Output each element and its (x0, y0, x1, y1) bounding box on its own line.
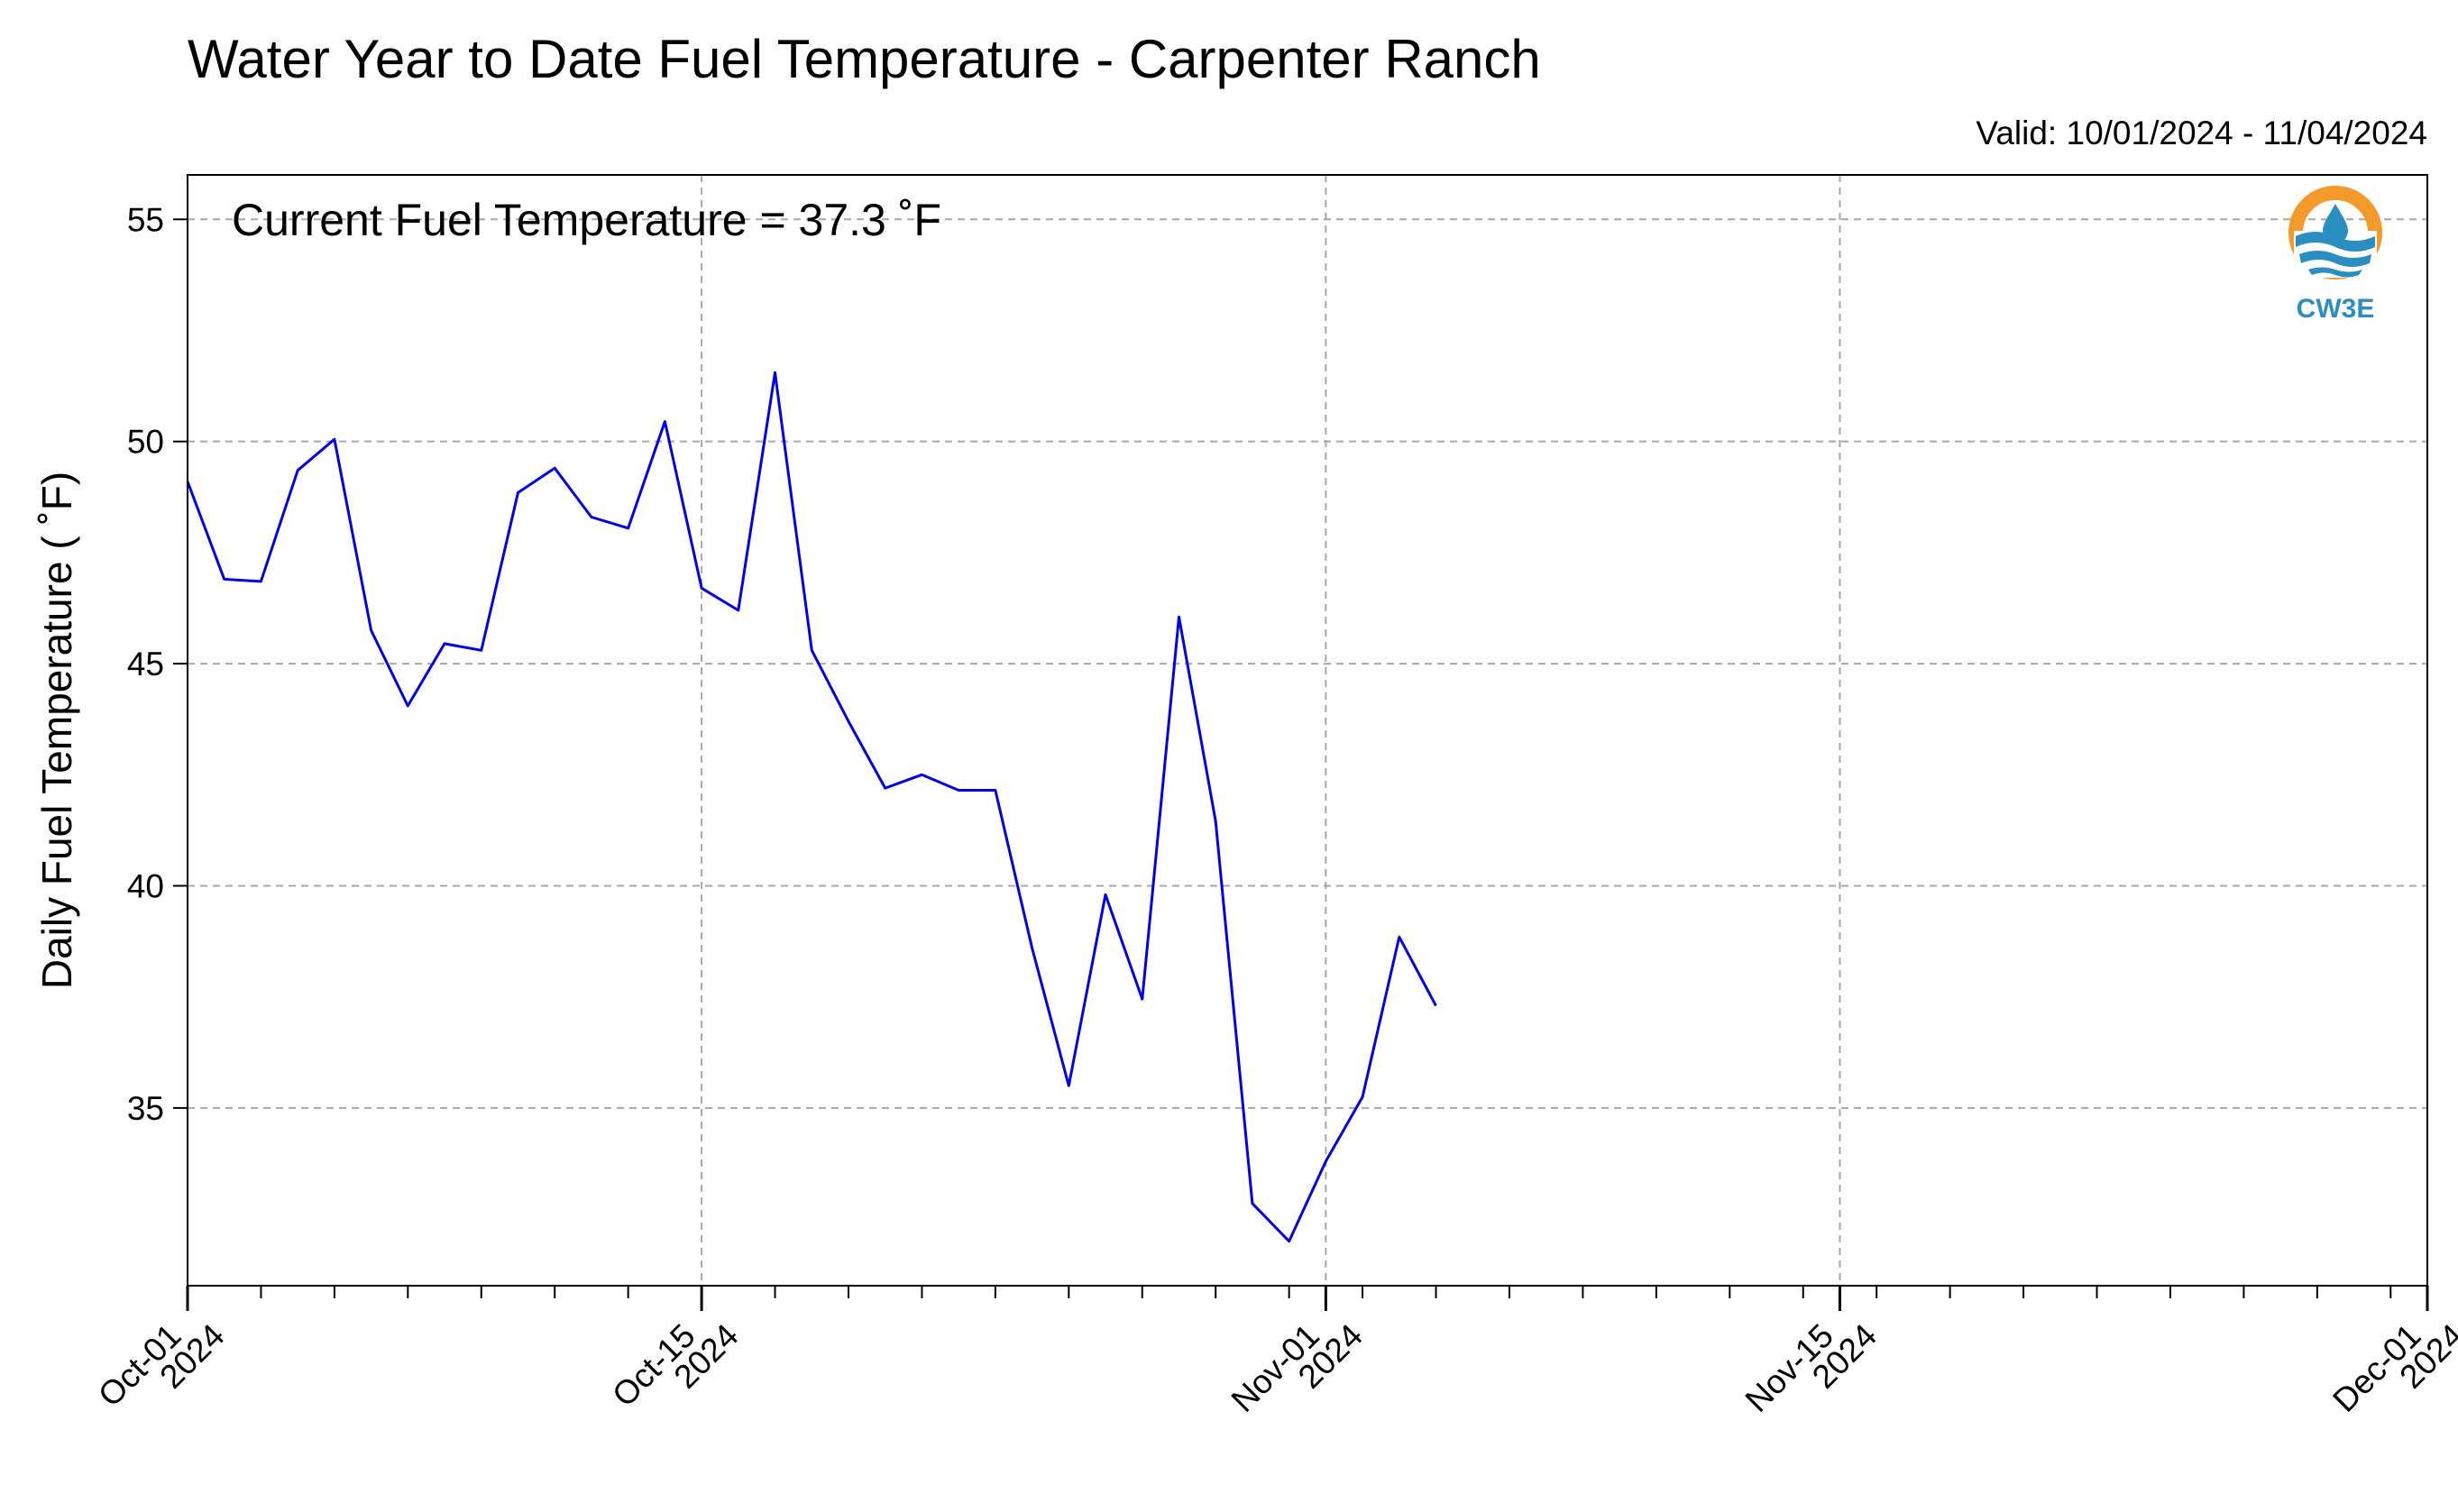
plot-frame (187, 174, 2428, 1287)
logo-wave-3 (2308, 267, 2362, 278)
series-line (186, 371, 1437, 1243)
current-fuel-temperature: Current Fuel Temperature = 37.3 ˚F (232, 195, 941, 245)
y-axis-ticks: 35 40 45 50 55 (127, 201, 188, 1127)
y-tick-label-40: 40 (127, 867, 164, 904)
cw3e-logo: CW3E (2288, 186, 2382, 324)
y-tick-label-55: 55 (127, 201, 164, 238)
y-axis-label: Daily Fuel Temperature ( ˚F) (33, 472, 80, 989)
y-tick-label-50: 50 (127, 424, 164, 461)
logo-text: CW3E (2297, 294, 2375, 324)
chart-title: Water Year to Date Fuel Temperature - Ca… (188, 29, 1541, 89)
grid (188, 175, 2427, 1286)
droplet-icon (2323, 204, 2348, 243)
logo-wave-2 (2299, 251, 2371, 267)
y-tick-label-35: 35 (127, 1090, 164, 1127)
valid-range: Valid: 10/01/2024 - 11/04/2024 (1976, 115, 2427, 151)
y-tick-label-45: 45 (127, 646, 164, 683)
